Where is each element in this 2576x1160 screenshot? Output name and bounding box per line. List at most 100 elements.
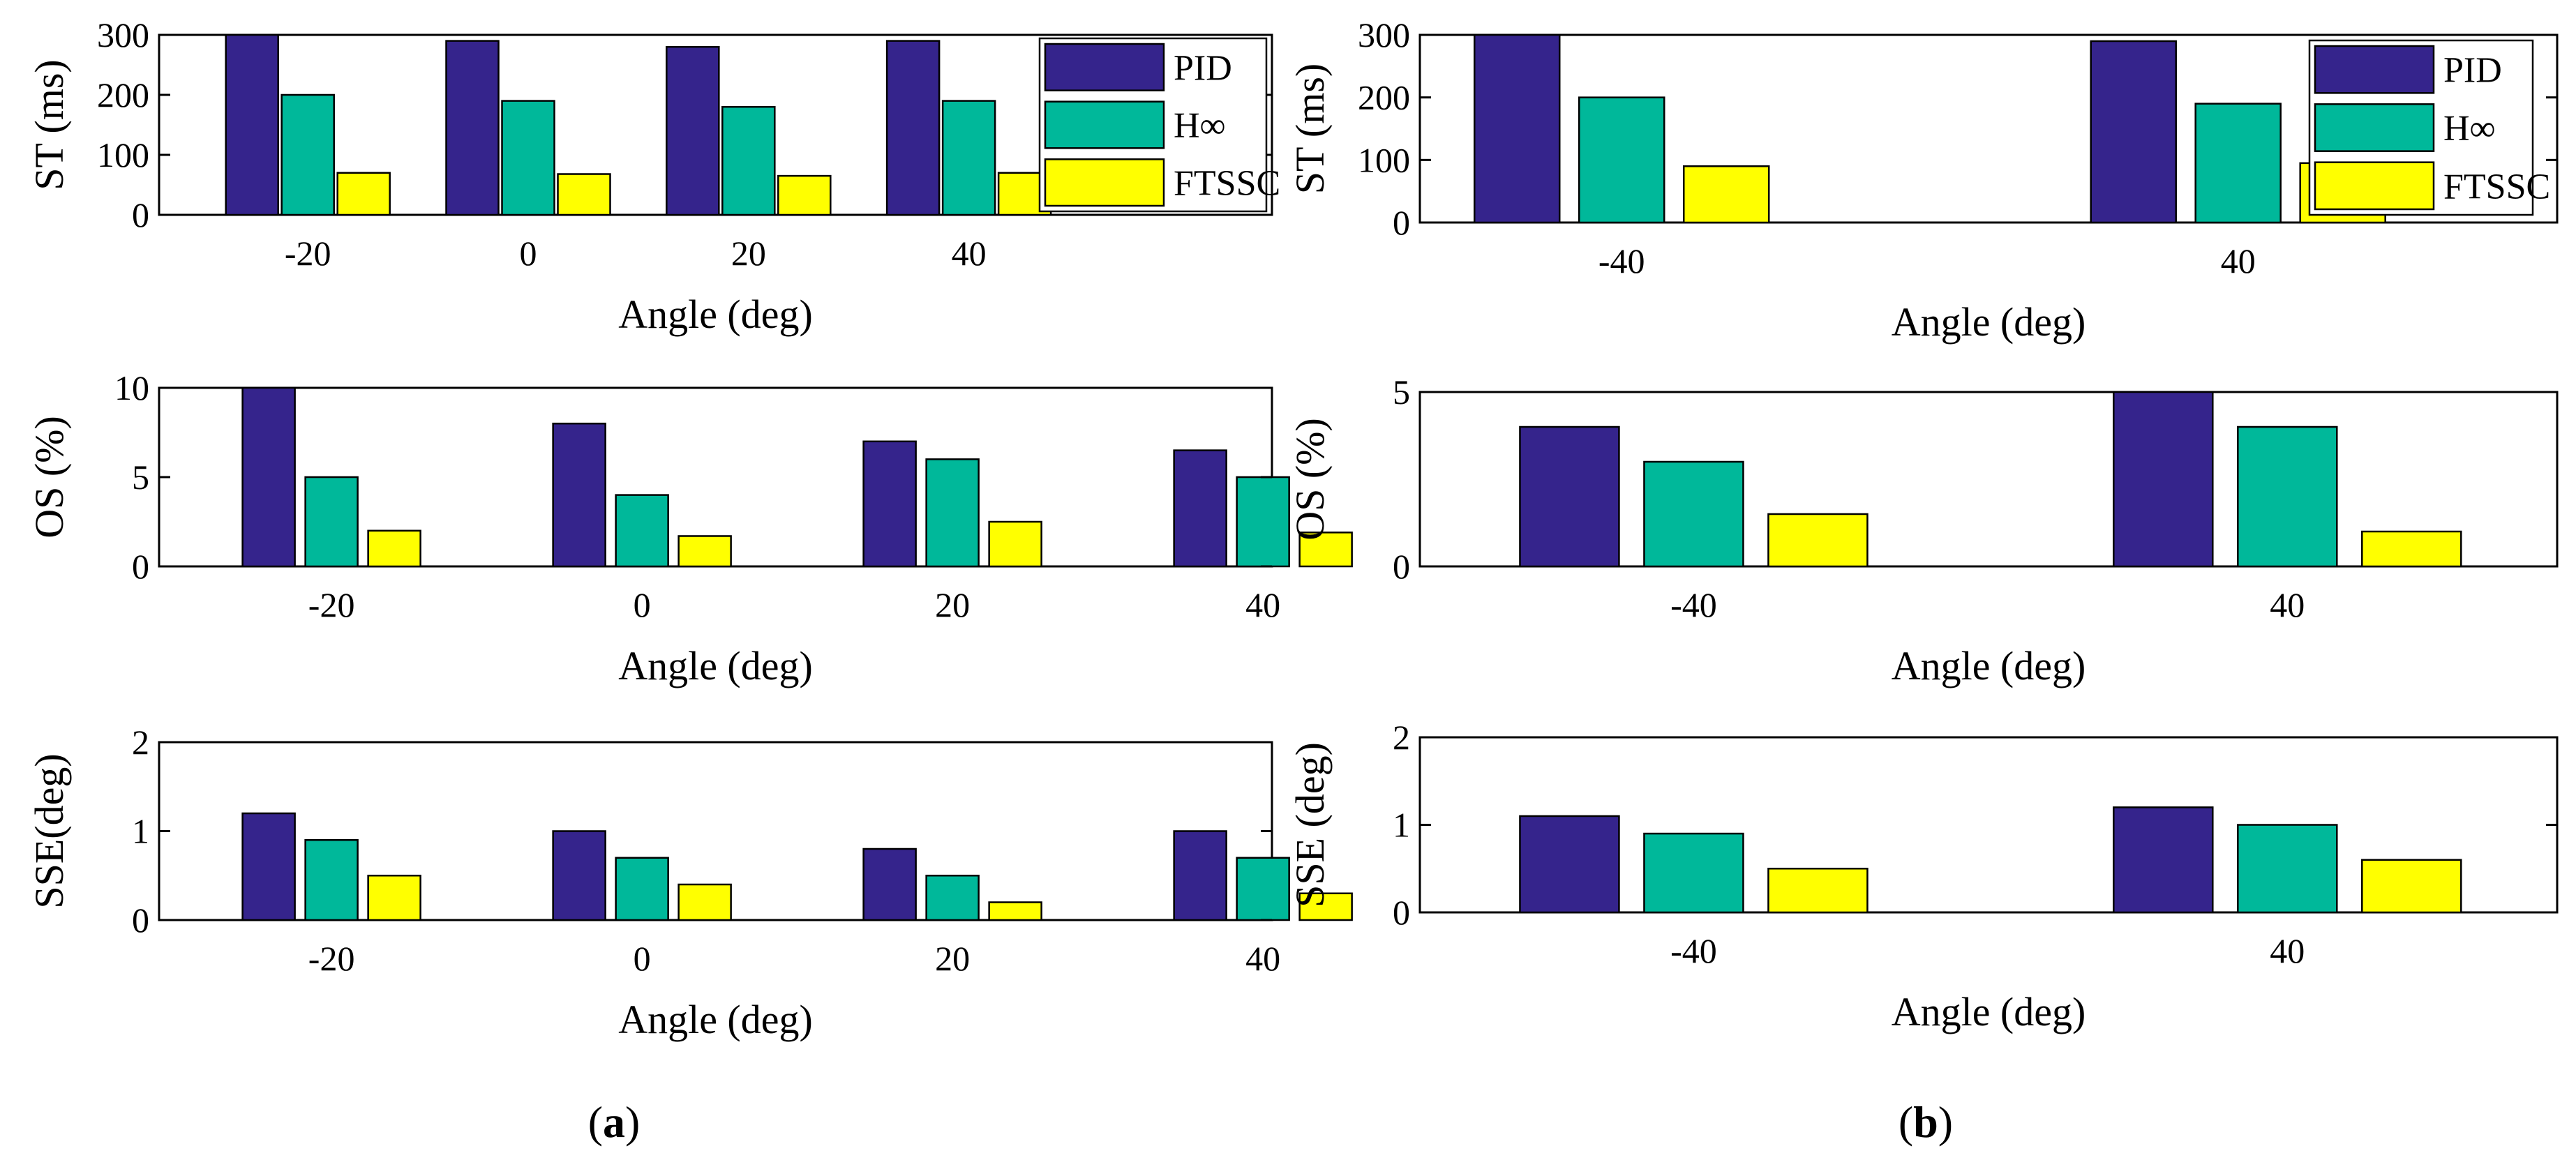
bar-ftssc-0 <box>677 883 732 921</box>
legend-label-pid: PID <box>2443 51 2502 91</box>
chart-a-st: -20 0 20 40 0 100 200 300 Angle (deg) ST (ms) PID H… <box>27 15 1280 337</box>
bar-pid--20 <box>241 812 296 921</box>
bar-hinf--40 <box>1643 832 1744 914</box>
chart-a-os: -20 0 20 40 0 5 10 Angle (deg) OS (%) <box>27 368 1353 688</box>
bar-hinf--20 <box>280 93 335 216</box>
y-tick-label: 0 <box>132 547 149 586</box>
legend-label-ftssc: FTSSC <box>2443 167 2550 206</box>
bar-pid-40 <box>2113 806 2214 914</box>
x-axis-label: Angle (deg) <box>618 643 813 688</box>
y-tick-label: 300 <box>97 15 149 54</box>
bar-ftssc-40 <box>2361 859 2462 914</box>
x-tick-label: -20 <box>308 939 355 978</box>
bar-ftssc-20 <box>988 901 1042 921</box>
y-tick-label: 1 <box>1393 806 1410 845</box>
x-tick-label: -40 <box>1670 585 1717 624</box>
bar-ftssc-40 <box>1298 892 1353 921</box>
bar-pid-0 <box>445 40 500 216</box>
legend-swatch-pid <box>1044 43 1165 91</box>
bar-ftssc-20 <box>777 174 832 216</box>
legend-label-pid: PID <box>1174 48 1232 88</box>
x-axis-label: Angle (deg) <box>618 997 813 1042</box>
bar-pid-40 <box>2090 40 2177 224</box>
bar-hinf-20 <box>925 875 980 921</box>
x-tick-label: 40 <box>2270 931 2305 970</box>
bar-pid-20 <box>862 848 917 921</box>
panel-label-a: (a) <box>588 1097 641 1147</box>
y-axis-label: SSE(deg) <box>27 753 72 908</box>
bar-hinf-0 <box>615 494 669 568</box>
bar-ftssc--40 <box>1767 513 1869 568</box>
bar-ftssc-40 <box>1298 532 1353 568</box>
bar-hinf--40 <box>1578 96 1665 224</box>
legend-swatch-hinf <box>1044 100 1165 149</box>
x-tick-label: 0 <box>634 939 651 978</box>
y-axis-label: SSE (deg) <box>1287 742 1333 907</box>
bar-hinf-40 <box>1236 857 1290 921</box>
y-tick-label: 5 <box>1393 372 1410 412</box>
bar-hinf-40 <box>1236 476 1290 568</box>
y-axis-label: ST (ms) <box>27 59 72 190</box>
panel-label-b: (b) <box>1899 1097 1953 1147</box>
bar-ftssc-40 <box>2361 530 2462 568</box>
bar-ftssc--20 <box>367 529 421 568</box>
y-tick-label: 0 <box>1393 547 1410 586</box>
bar-hinf-40 <box>2237 425 2338 568</box>
x-tick-label: 40 <box>2270 585 2305 624</box>
y-tick-label: 5 <box>132 458 149 497</box>
x-tick-label: 0 <box>520 234 537 273</box>
x-tick-label: -40 <box>1598 241 1645 280</box>
x-tick-label: -20 <box>308 585 355 624</box>
x-axis-label: Angle (deg) <box>1892 299 2086 345</box>
y-tick-label: 200 <box>97 75 149 114</box>
x-tick-label: 20 <box>935 939 970 978</box>
bar-ftssc-20 <box>988 520 1042 568</box>
x-tick-label: 20 <box>935 585 970 624</box>
y-tick-label: 100 <box>97 135 149 174</box>
y-axis-label: OS (%) <box>27 416 72 538</box>
x-axis-label: Angle (deg) <box>1892 643 2086 688</box>
chart-b-os: -40 40 0 5 Angle (deg) OS (%) <box>1287 372 2559 688</box>
chart-a-sse: -20 0 20 40 0 1 2 Angle (deg) SSE(deg) <box>27 723 1353 1042</box>
bar-pid-0 <box>552 422 606 568</box>
legend-swatch-ftssc <box>2314 161 2435 211</box>
chart-b-st: -40 40 0 100 200 300 Angle (deg) ST (ms) PID H∞ FT… <box>1287 15 2559 345</box>
bar-pid-0 <box>552 830 606 921</box>
y-tick-label: 200 <box>1358 78 1410 117</box>
bar-pid-40 <box>885 40 941 216</box>
bar-hinf-40 <box>2194 103 2282 224</box>
bar-hinf-40 <box>2237 824 2338 914</box>
legend-label-ftssc: FTSSC <box>1174 164 1280 204</box>
bar-pid-40 <box>2113 391 2214 568</box>
y-tick-label: 2 <box>1393 718 1410 757</box>
y-tick-label: 10 <box>114 368 149 407</box>
bar-ftssc--20 <box>336 172 391 216</box>
bar-pid--40 <box>1519 425 1620 568</box>
x-tick-label: -40 <box>1670 931 1717 970</box>
x-tick-label: 40 <box>1245 585 1280 624</box>
x-axis-label: Angle (deg) <box>618 292 813 337</box>
bar-pid--40 <box>1473 33 1561 224</box>
x-tick-label: 0 <box>634 585 651 624</box>
bar-ftssc--20 <box>367 875 421 921</box>
y-tick-label: 0 <box>1393 203 1410 242</box>
legend-swatch-pid <box>2314 45 2435 94</box>
bar-hinf-0 <box>615 857 669 921</box>
chart-b-sse: -40 40 0 1 2 Angle (deg) SSE (deg) <box>1287 718 2559 1034</box>
legend-label-hinf: H∞ <box>1174 106 1226 146</box>
bar-pid-20 <box>666 45 720 216</box>
bar-pid--40 <box>1519 815 1620 914</box>
bar-hinf-0 <box>501 100 555 216</box>
bar-pid--20 <box>241 386 296 568</box>
bar-ftssc-0 <box>557 173 611 216</box>
legend: PID H∞ FTSSC <box>1038 37 1280 213</box>
bar-hinf-20 <box>721 105 776 216</box>
bar-pid-40 <box>1173 830 1227 921</box>
y-tick-label: 0 <box>132 901 149 940</box>
legend: PID H∞ FTSSC <box>2308 39 2550 216</box>
bar-hinf-40 <box>941 100 996 216</box>
bar-hinf--40 <box>1643 460 1744 568</box>
y-tick-label: 0 <box>132 195 149 234</box>
x-tick-label: 40 <box>952 234 987 273</box>
